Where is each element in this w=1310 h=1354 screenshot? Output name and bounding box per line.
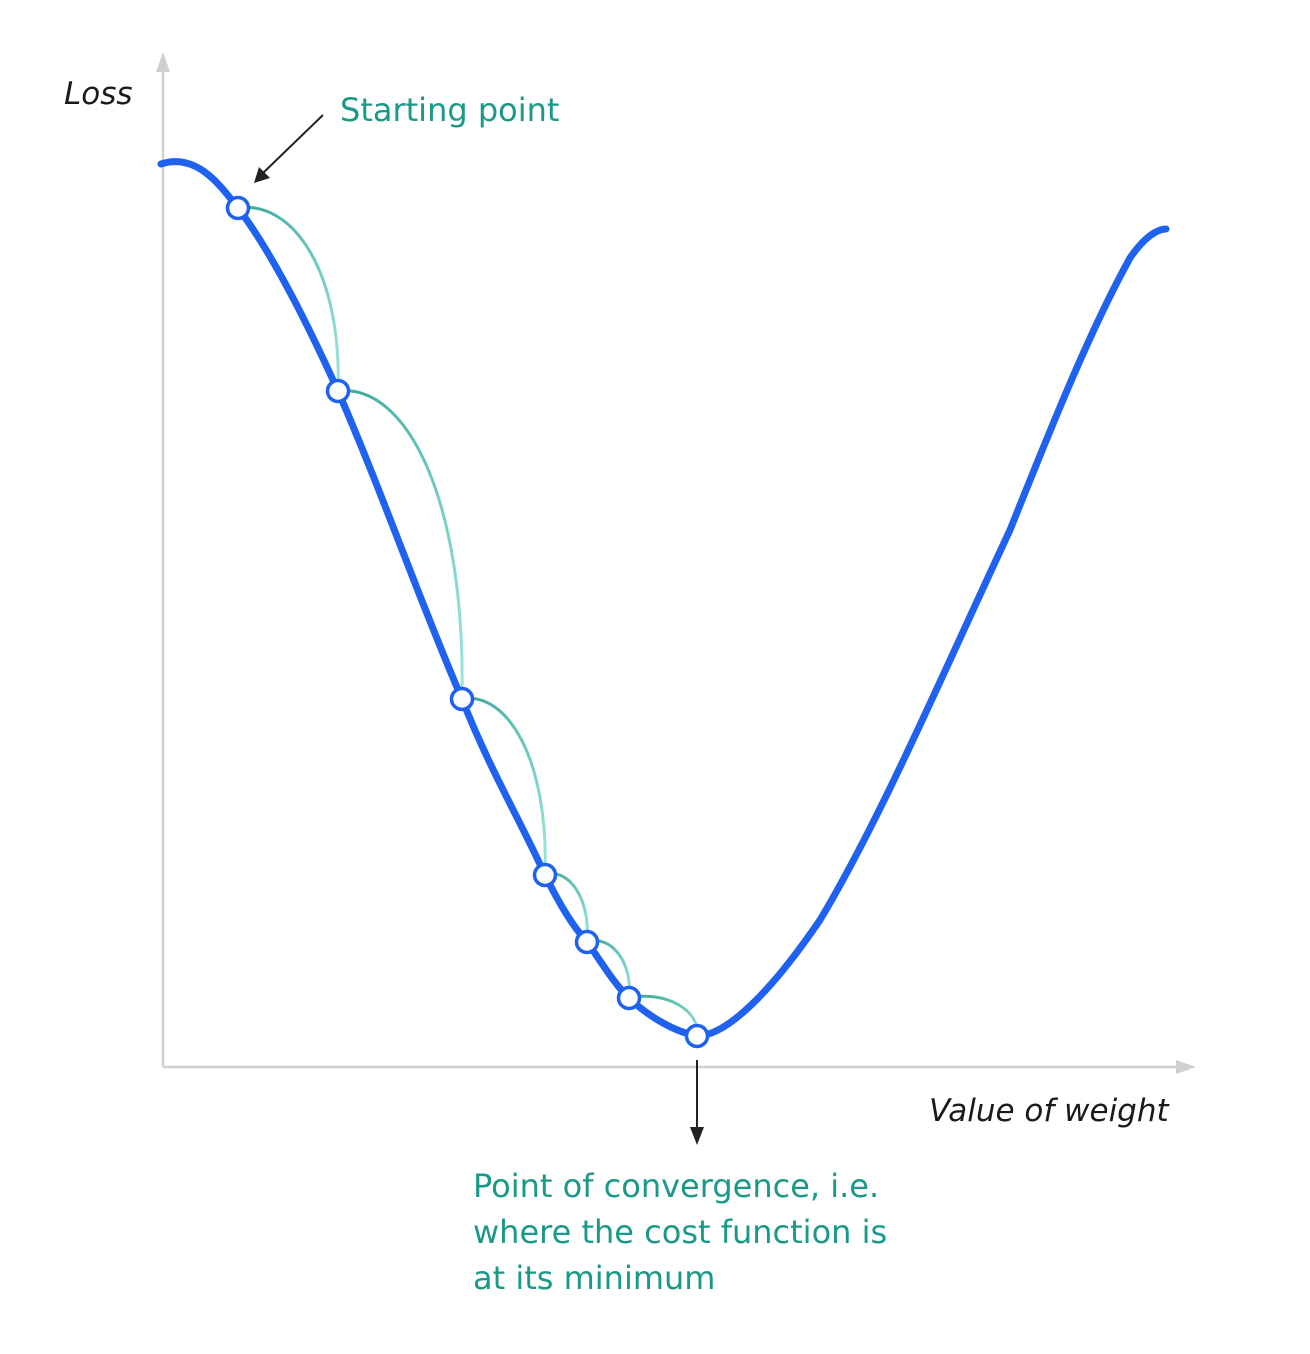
x-axis-arrowhead bbox=[1176, 1060, 1196, 1074]
x-axis-title: Value of weight bbox=[929, 1093, 1169, 1129]
y-axis-title: Loss bbox=[64, 76, 133, 112]
step-arc-1 bbox=[237, 205, 340, 392]
convergence-label-line-3: at its minimum bbox=[473, 1259, 716, 1297]
convergence-label-line-2: where the cost function is bbox=[473, 1213, 888, 1251]
step-marker-3 bbox=[449, 686, 475, 712]
starting-point-label: Starting point bbox=[340, 91, 560, 129]
step-markers bbox=[225, 195, 710, 1049]
convergence-label: Point of convergence, i.e. where the cos… bbox=[473, 1163, 887, 1301]
loss-curve bbox=[157, 158, 1170, 1040]
convergence-point-marker bbox=[684, 1023, 710, 1049]
step-marker-5 bbox=[574, 929, 600, 955]
step-marker-4 bbox=[532, 862, 558, 888]
step-arc-3 bbox=[461, 696, 547, 876]
step-marker-2 bbox=[325, 378, 351, 404]
convergence-pointer-arrow bbox=[690, 1060, 704, 1145]
step-marker-6 bbox=[616, 985, 642, 1011]
convergence-label-line-1: Point of convergence, i.e. bbox=[473, 1167, 880, 1205]
starting-point-marker bbox=[225, 195, 251, 221]
y-axis-arrowhead bbox=[156, 52, 170, 72]
start-pointer-arrow bbox=[254, 114, 324, 183]
step-arc-2 bbox=[337, 389, 464, 700]
axes bbox=[156, 52, 1196, 1074]
